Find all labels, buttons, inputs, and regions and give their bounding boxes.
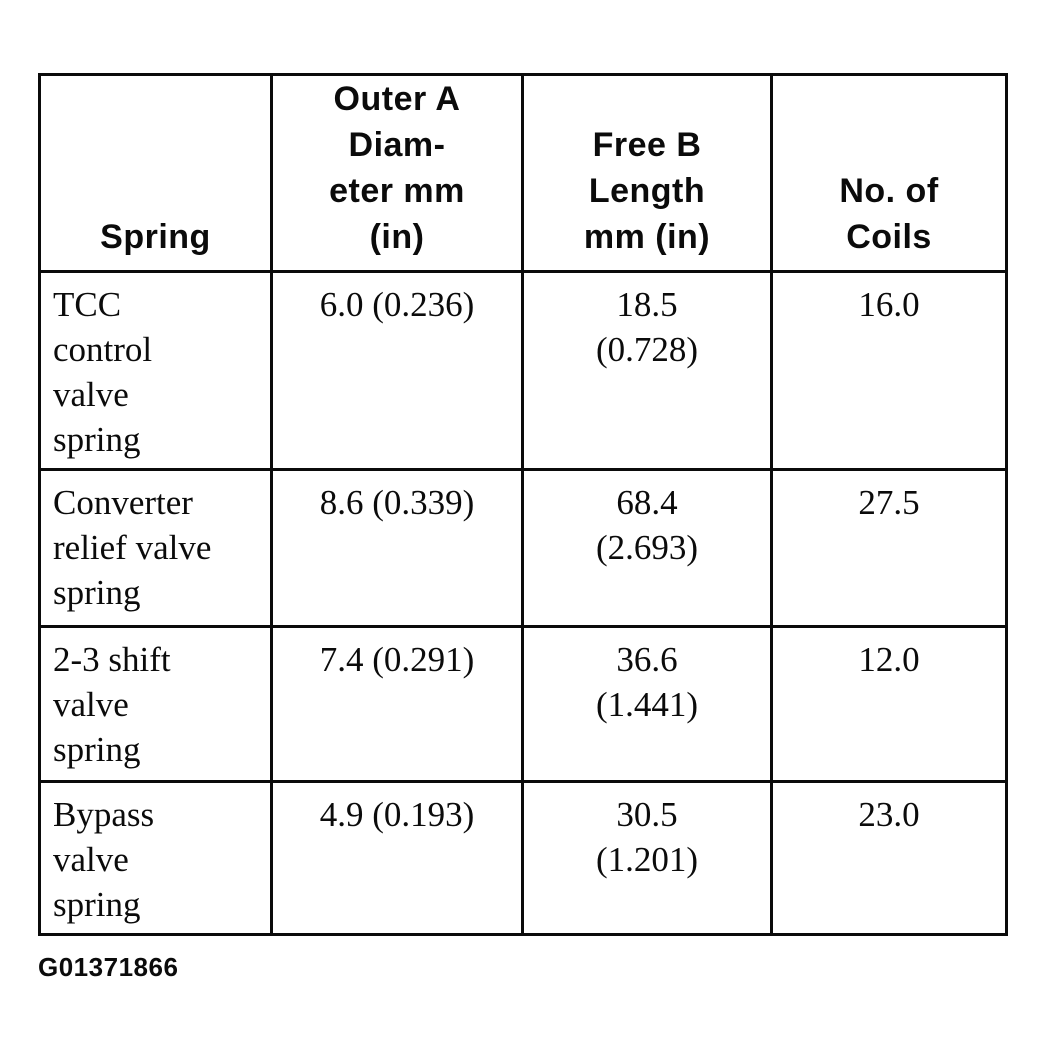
table-row: 2-3 shift valve spring 7.4 (0.291) 36.6 … (38, 625, 1008, 783)
spring-specifications-table: Spring Outer A Diam- eter mm (in) Free B… (38, 73, 1008, 936)
outer-diameter-cell: 7.4 (0.291) (270, 625, 524, 783)
coils-cell: 27.5 (770, 468, 1008, 628)
figure-id-label: G01371866 (38, 952, 179, 982)
spring-name-cell: 2-3 shift valve spring (38, 625, 273, 783)
outer-diameter-cell: 6.0 (0.236) (270, 270, 524, 471)
spring-name-cell: Bypass valve spring (38, 780, 273, 936)
coils-cell: 23.0 (770, 780, 1008, 936)
header-cell-outer-diameter: Outer A Diam- eter mm (in) (270, 73, 524, 273)
spring-name-cell: TCC control valve spring (38, 270, 273, 471)
spring-name-cell: Converter relief valve spring (38, 468, 273, 628)
header-cell-spring: Spring (38, 73, 273, 273)
free-length-cell: 18.5 (0.728) (521, 270, 773, 471)
outer-diameter-cell: 4.9 (0.193) (270, 780, 524, 936)
outer-diameter-cell: 8.6 (0.339) (270, 468, 524, 628)
free-length-cell: 36.6 (1.441) (521, 625, 773, 783)
table-row: TCC control valve spring 6.0 (0.236) 18.… (38, 270, 1008, 471)
table-header-row: Spring Outer A Diam- eter mm (in) Free B… (38, 73, 1008, 273)
coils-cell: 16.0 (770, 270, 1008, 471)
table-row: Bypass valve spring 4.9 (0.193) 30.5 (1.… (38, 780, 1008, 936)
coils-cell: 12.0 (770, 625, 1008, 783)
header-cell-no-of-coils: No. of Coils (770, 73, 1008, 273)
header-cell-free-length: Free B Length mm (in) (521, 73, 773, 273)
free-length-cell: 30.5 (1.201) (521, 780, 773, 936)
free-length-cell: 68.4 (2.693) (521, 468, 773, 628)
table-row: Converter relief valve spring 8.6 (0.339… (38, 468, 1008, 628)
